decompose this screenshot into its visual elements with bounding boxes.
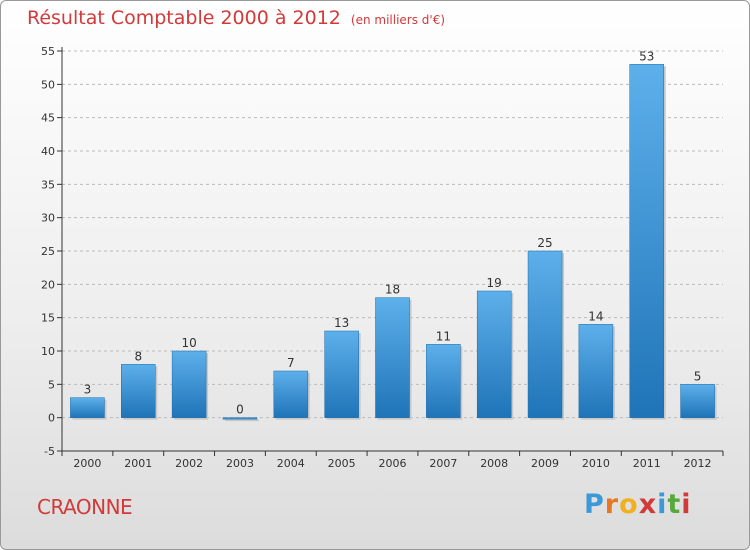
- bar-value-label: 18: [385, 283, 400, 297]
- bar: [222, 417, 258, 420]
- x-tick-label: 2003: [226, 457, 254, 470]
- bar-value-label: 13: [334, 316, 349, 330]
- x-tick-label: 2004: [277, 457, 305, 470]
- logo-letter: r: [604, 489, 620, 520]
- bar: [476, 290, 512, 418]
- bar: [121, 364, 156, 418]
- bar-value-label: 3: [84, 383, 92, 397]
- bar: [273, 370, 309, 418]
- proxiti-logo[interactable]: Proxiti: [584, 489, 692, 520]
- logo-letter: o: [619, 489, 639, 520]
- y-tick-label: 45: [41, 112, 55, 125]
- commune-name: CRAONNE: [37, 495, 133, 519]
- bar: [527, 250, 563, 418]
- x-tick-label: 2000: [73, 457, 101, 470]
- bar: [680, 384, 715, 418]
- y-tick-label: 30: [41, 212, 55, 225]
- bar-value-label: 53: [639, 49, 654, 63]
- y-tick-label: -5: [44, 445, 55, 458]
- y-tick-label: 40: [41, 145, 55, 158]
- bar: [578, 324, 614, 418]
- y-tick-label: 0: [48, 412, 55, 425]
- bar-shadow: [224, 419, 259, 422]
- bar-value-label: 14: [588, 309, 603, 323]
- y-tick-label: 10: [41, 345, 55, 358]
- y-tick-label: 35: [41, 178, 55, 191]
- x-tick-label: 2008: [480, 457, 508, 470]
- bar-value-label: 25: [537, 236, 552, 250]
- bar: [629, 64, 664, 418]
- x-tick-label: 2007: [429, 457, 457, 470]
- bar-value-label: 11: [436, 329, 451, 343]
- logo-letter: t: [667, 489, 682, 520]
- logo-letter: i: [657, 489, 668, 520]
- chart-title-text: Résultat Comptable 2000 à 2012: [27, 7, 341, 29]
- bar-value-label: 7: [287, 356, 295, 370]
- y-tick-label: 25: [41, 245, 55, 258]
- bar-value-label: 0: [236, 403, 244, 417]
- x-tick-label: 2012: [684, 457, 712, 470]
- x-tick-label: 2001: [124, 457, 152, 470]
- y-tick-label: 50: [41, 78, 55, 91]
- bar-value-label: 10: [181, 336, 196, 350]
- bar-value-label: 8: [134, 349, 142, 363]
- bar: [426, 344, 461, 418]
- x-tick-label: 2010: [582, 457, 610, 470]
- bar: [324, 330, 359, 418]
- x-tick-label: 2006: [379, 457, 407, 470]
- bar-value-label: 5: [694, 369, 702, 383]
- y-tick-label: 20: [41, 278, 55, 291]
- x-tick-label: 2011: [633, 457, 661, 470]
- chart-subtitle: (en milliers d'€): [350, 13, 446, 27]
- y-tick-label: 15: [41, 312, 55, 325]
- x-tick-label: 2002: [175, 457, 203, 470]
- x-tick-label: 2009: [531, 457, 559, 470]
- data-labels: 3 8 10 0 7 13 18 11 19 25 14 53 5: [84, 49, 702, 416]
- logo-letter: x: [638, 489, 658, 520]
- bar: [171, 350, 207, 418]
- logo-letter: i: [681, 489, 692, 520]
- chart-title: Résultat Comptable 2000 à 2012 (en millie…: [27, 7, 445, 29]
- y-tick-label: 55: [41, 45, 55, 58]
- bar: [375, 297, 410, 418]
- bar: [70, 397, 105, 418]
- bar-value-label: 19: [487, 276, 502, 290]
- logo-letter: P: [584, 489, 605, 520]
- y-tick-label: 5: [48, 378, 55, 391]
- x-tick-label: 2005: [328, 457, 356, 470]
- bars: [70, 64, 717, 422]
